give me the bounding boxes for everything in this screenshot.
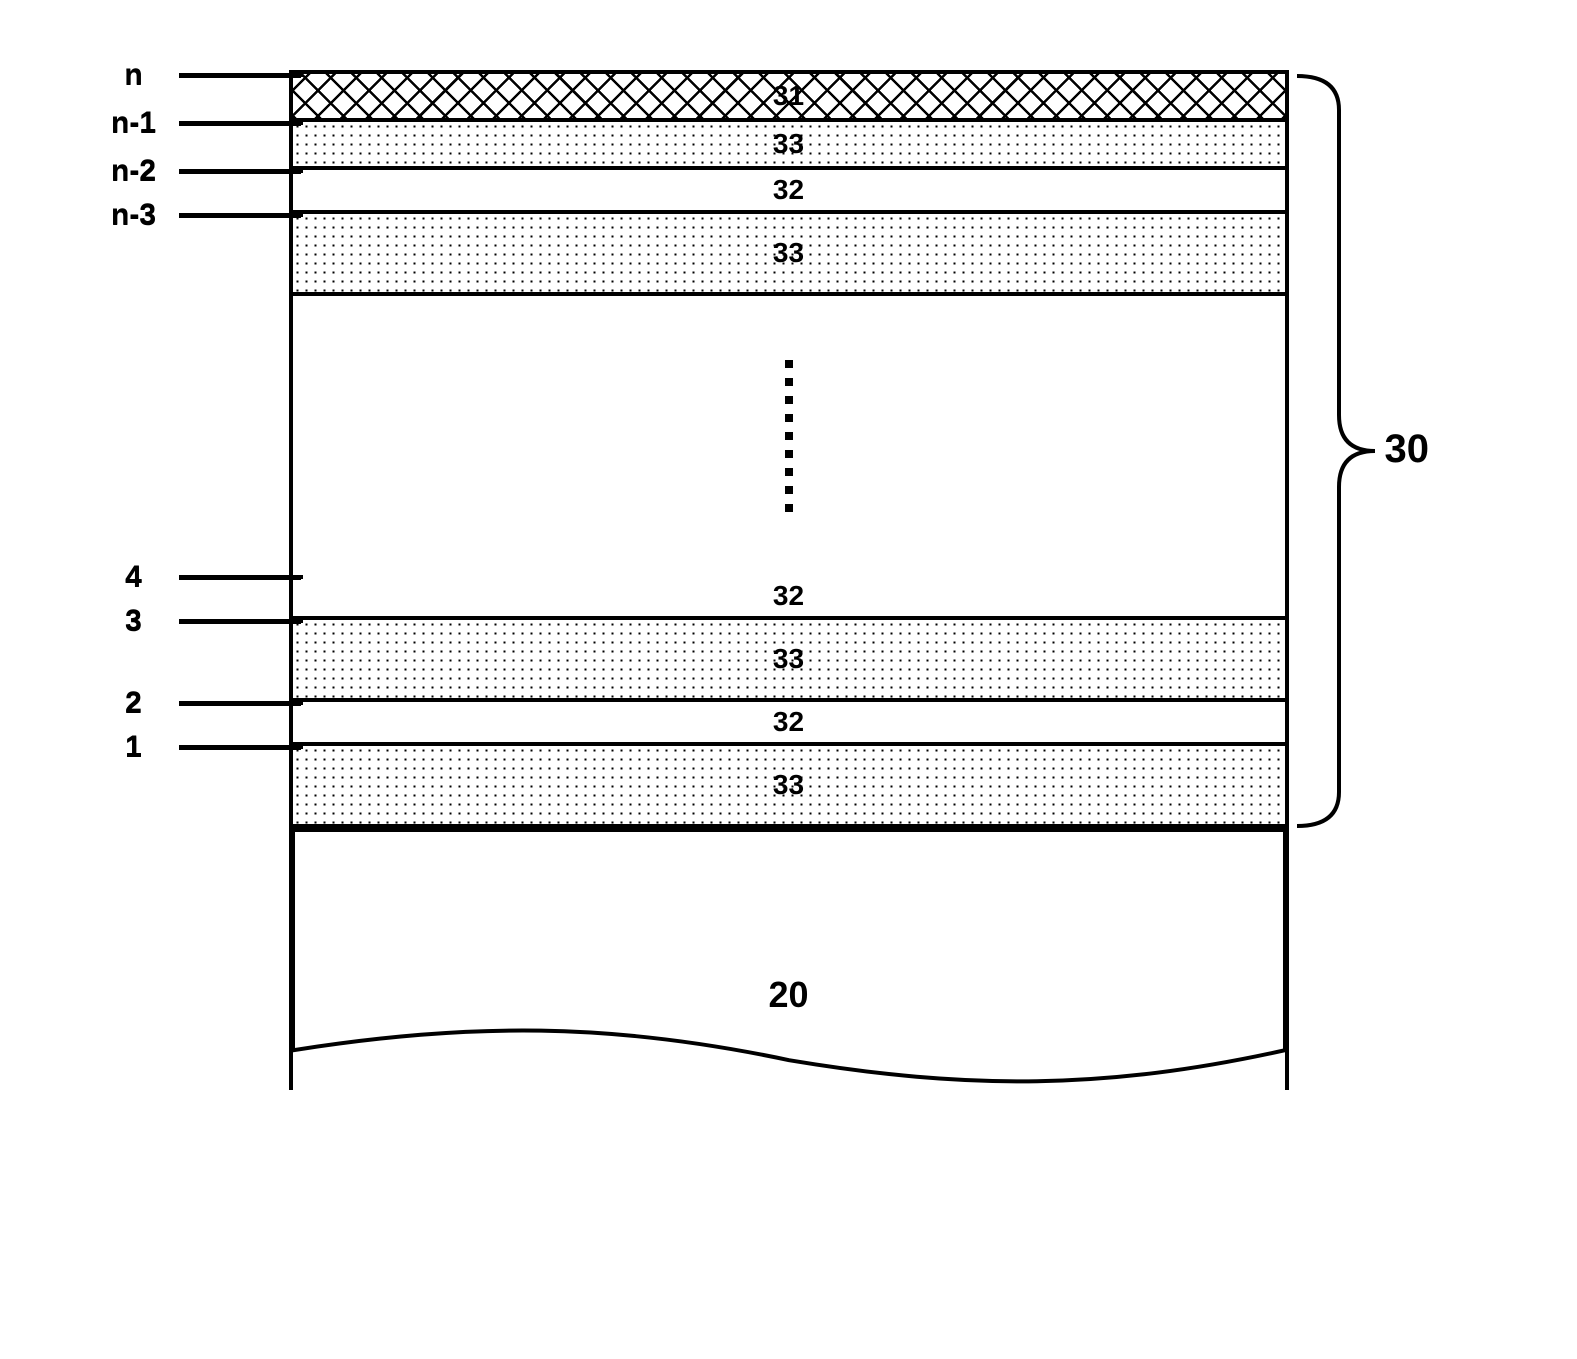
index-label: n-3 [89, 198, 303, 232]
index-label: n [89, 58, 303, 92]
leader-line-icon [179, 154, 303, 188]
substrate-label: 20 [293, 974, 1285, 1016]
index-text: n-3 [89, 198, 179, 232]
index-text: n [89, 58, 179, 92]
leader-line-icon [179, 198, 303, 232]
layer-diagram: 3133323332333233 20 nn-1n-2n-34321nn-1n-… [89, 40, 1489, 1240]
index-text: 1 [89, 730, 179, 764]
leader-line-icon [179, 560, 303, 594]
index-text: n-2 [89, 154, 179, 188]
layer-31: 31 [293, 74, 1285, 122]
layer-label: 32 [773, 706, 804, 738]
layer-33: 33 [293, 746, 1285, 828]
index-label: 1 [89, 730, 303, 764]
layer-label: 32 [773, 174, 804, 206]
layer-label: 31 [773, 80, 804, 112]
layer-33: 33 [293, 214, 1285, 296]
continuation-gap [289, 296, 1289, 576]
index-label: n-1 [89, 106, 303, 140]
index-label: 2 [89, 686, 303, 720]
group-label: 30 [1385, 427, 1430, 472]
layer-label: 33 [773, 643, 804, 675]
layer-33: 33 [293, 122, 1285, 170]
leader-line-icon [179, 686, 303, 720]
index-text: 2 [89, 686, 179, 720]
index-label: 4 [89, 560, 303, 594]
layer-label: 33 [773, 769, 804, 801]
substrate-wrap: 20 [293, 828, 1285, 1090]
leader-line-icon [179, 730, 303, 764]
index-text: 4 [89, 560, 179, 594]
index-text: n-1 [89, 106, 179, 140]
substrate: 20 [293, 832, 1285, 1090]
leader-line-icon [179, 106, 303, 140]
leader-line-icon [179, 58, 303, 92]
layer-label: 32 [773, 580, 804, 612]
index-label: n-2 [89, 154, 303, 188]
layer-stack: 31 33 32 33 32 33 32 33 20 [289, 70, 1289, 1090]
layer-label: 33 [773, 128, 804, 160]
vertical-ellipsis-icon [785, 360, 793, 512]
group-brace [1297, 74, 1377, 828]
index-text: 3 [89, 604, 179, 638]
layer-32: 32 [293, 576, 1285, 620]
layer-32: 32 [293, 170, 1285, 214]
layer-32: 32 [293, 702, 1285, 746]
index-label: 3 [89, 604, 303, 638]
leader-line-icon [179, 604, 303, 638]
layer-33: 33 [293, 620, 1285, 702]
layer-label: 33 [773, 237, 804, 269]
